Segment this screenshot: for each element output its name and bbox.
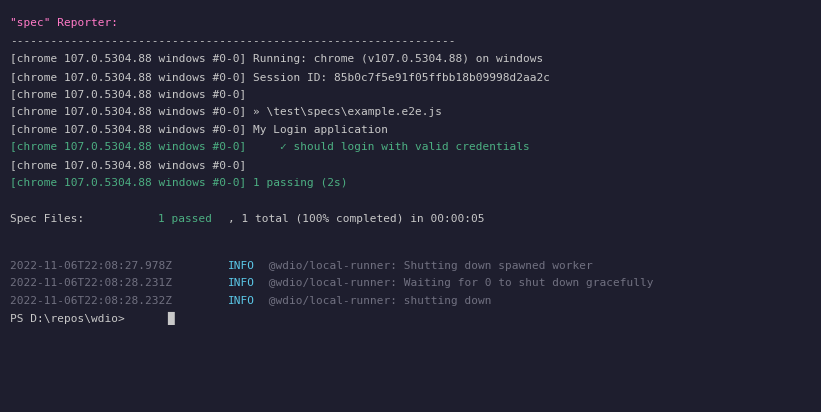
Text: INFO: INFO	[227, 261, 255, 271]
Text: [chrome 107.0.5304.88 windows #0-0]: [chrome 107.0.5304.88 windows #0-0]	[10, 160, 246, 170]
Text: 2022-11-06T22:08:27.978Z: 2022-11-06T22:08:27.978Z	[10, 261, 179, 271]
Text: INFO: INFO	[227, 296, 255, 306]
Text: "spec" Reporter:: "spec" Reporter:	[10, 18, 118, 28]
Text: [chrome 107.0.5304.88 windows #0-0]: [chrome 107.0.5304.88 windows #0-0]	[10, 89, 246, 99]
Text: [chrome 107.0.5304.88 windows #0-0] Session ID: 85b0c7f5e91f05ffbb18b09998d2aa2c: [chrome 107.0.5304.88 windows #0-0] Sess…	[10, 72, 550, 82]
Text: ------------------------------------------------------------------: ----------------------------------------…	[10, 36, 456, 46]
Text: @wdio/local-runner: Shutting down spawned worker: @wdio/local-runner: Shutting down spawne…	[263, 261, 594, 271]
Text: [chrome 107.0.5304.88 windows #0-0] My Login application: [chrome 107.0.5304.88 windows #0-0] My L…	[10, 125, 388, 135]
Text: 1 passed: 1 passed	[158, 214, 212, 224]
Text: [chrome 107.0.5304.88 windows #0-0] 1 passing (2s): [chrome 107.0.5304.88 windows #0-0] 1 pa…	[10, 178, 347, 188]
Text: INFO: INFO	[227, 279, 255, 288]
Text: , 1 total (100% completed) in 00:00:05: , 1 total (100% completed) in 00:00:05	[227, 214, 484, 224]
Text: @wdio/local-runner: Waiting for 0 to shut down gracefully: @wdio/local-runner: Waiting for 0 to shu…	[263, 279, 654, 288]
Text: Spec Files:: Spec Files:	[10, 214, 125, 224]
Text: @wdio/local-runner: shutting down: @wdio/local-runner: shutting down	[263, 296, 492, 306]
Text: PS D:\repos\wdio>: PS D:\repos\wdio>	[10, 314, 131, 324]
Text: 2022-11-06T22:08:28.232Z: 2022-11-06T22:08:28.232Z	[10, 296, 179, 306]
Text: 2022-11-06T22:08:28.231Z: 2022-11-06T22:08:28.231Z	[10, 279, 179, 288]
Text: [chrome 107.0.5304.88 windows #0-0] » \test\specs\example.e2e.js: [chrome 107.0.5304.88 windows #0-0] » \t…	[10, 107, 442, 117]
Text: [chrome 107.0.5304.88 windows #0-0]     ✓ should login with valid credentials: [chrome 107.0.5304.88 windows #0-0] ✓ sh…	[10, 143, 530, 152]
Text: [chrome 107.0.5304.88 windows #0-0] Running: chrome (v107.0.5304.88) on windows: [chrome 107.0.5304.88 windows #0-0] Runn…	[10, 54, 544, 64]
Text: █: █	[167, 312, 173, 325]
